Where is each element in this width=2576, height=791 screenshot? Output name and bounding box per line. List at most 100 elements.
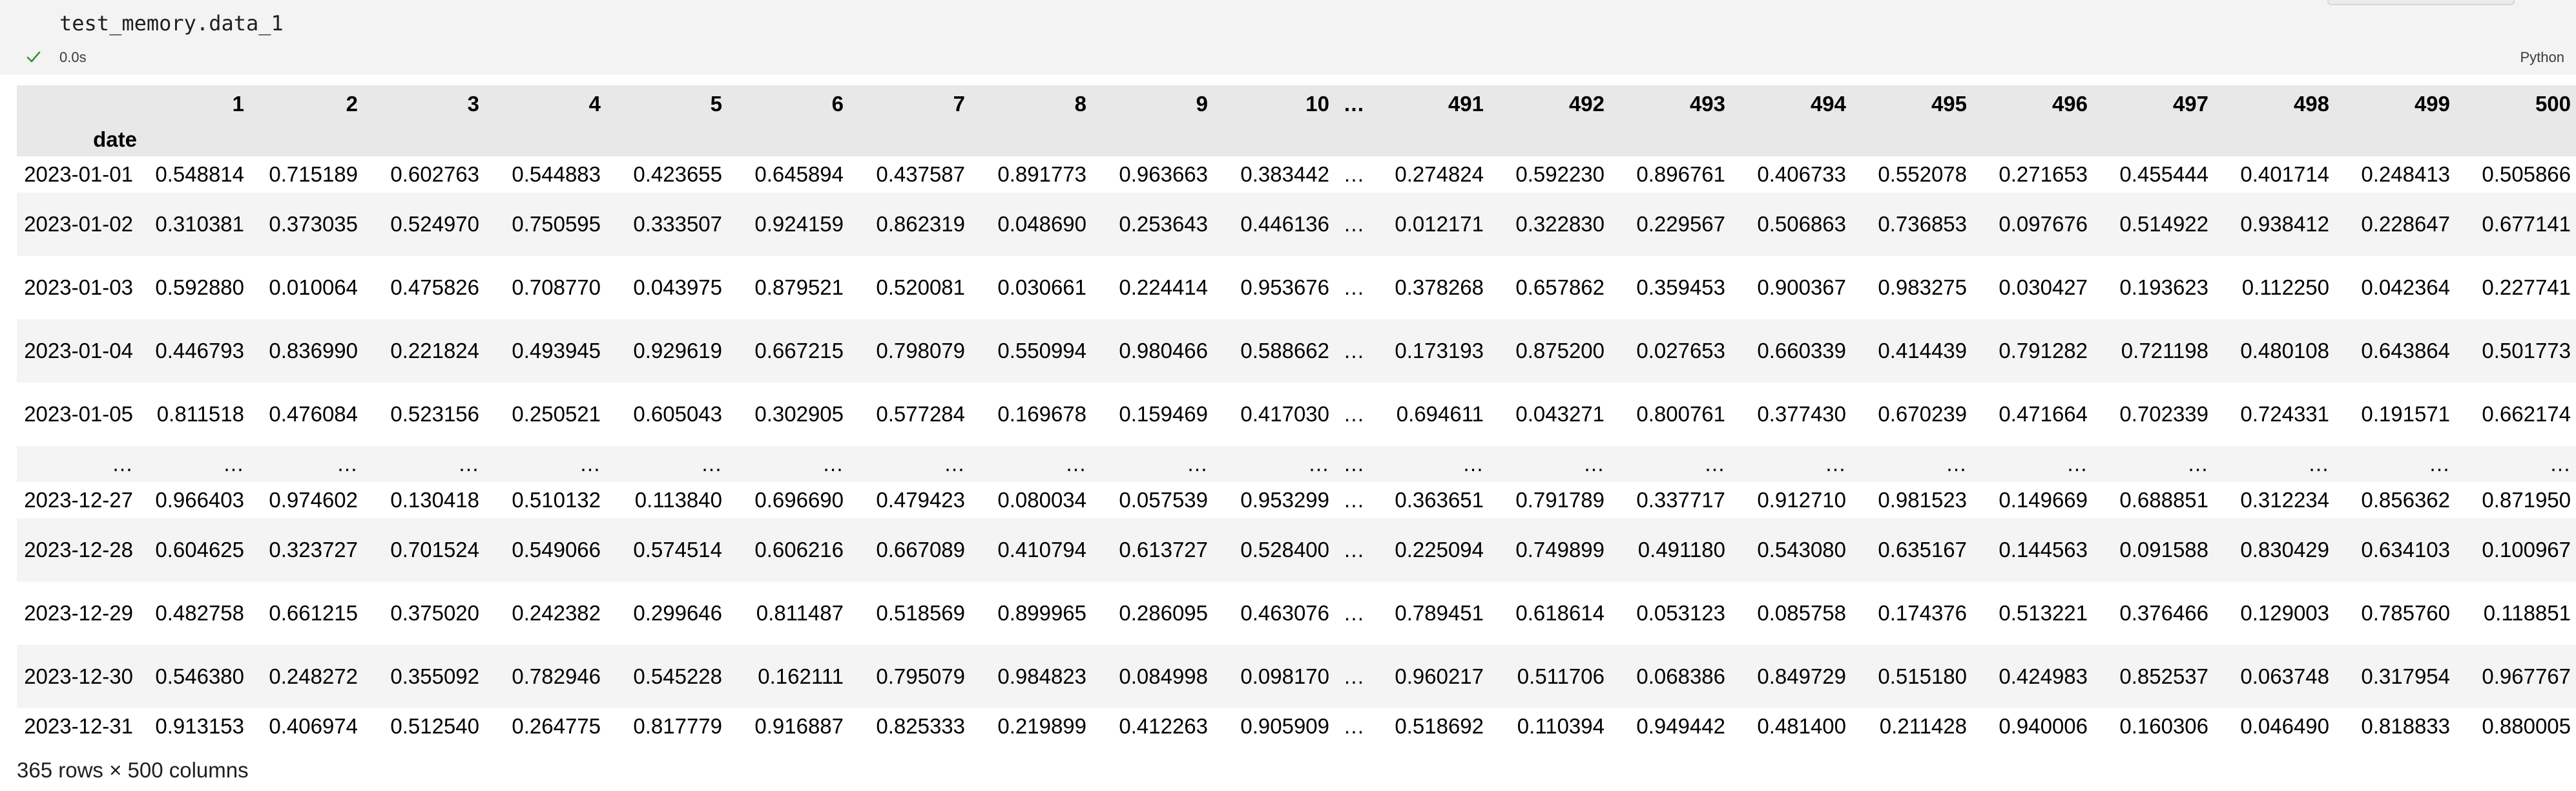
- table-cell: 0.800761: [1636, 402, 1725, 426]
- column-header: 5: [608, 85, 730, 123]
- table-cell: …: [2187, 452, 2208, 476]
- table-cell: 0.410794: [997, 538, 1086, 562]
- check-icon: [26, 51, 41, 63]
- table-cell: 0.224414: [1119, 275, 1208, 299]
- table-cell: 0.228647: [2361, 212, 2450, 236]
- column-header: 491: [1371, 85, 1491, 123]
- table-cell: 0.417030: [1240, 402, 1329, 426]
- table-cell: 0.491180: [1637, 538, 1725, 562]
- table-cell: 0.949442: [1636, 714, 1725, 738]
- table-cell: 0.506863: [1757, 212, 1846, 236]
- table-cell: 0.373035: [269, 212, 358, 236]
- table-cell: 0.159469: [1119, 402, 1208, 426]
- table-cell: 0.248413: [2361, 162, 2450, 186]
- table-cell: 0.592230: [1515, 162, 1605, 186]
- execution-time: 0.0s: [59, 49, 87, 65]
- column-header: 4: [487, 85, 608, 123]
- code-cell[interactable]: test_memory.data_1 0.0s Python: [0, 0, 2576, 75]
- table-cell: 0.027653: [1636, 339, 1725, 363]
- ellipsis-cell: …: [1343, 664, 1365, 688]
- table-cell: 0.098170: [1240, 664, 1329, 688]
- table-cell: 0.359453: [1636, 275, 1725, 299]
- table-cell: 0.085758: [1757, 601, 1846, 625]
- table-cell: 0.830429: [2240, 538, 2329, 562]
- table-cell: 0.129003: [2240, 601, 2329, 625]
- table-cell: 0.798079: [876, 339, 965, 363]
- table-cell: 0.414439: [1878, 339, 1967, 363]
- table-cell: 0.271653: [1999, 162, 2088, 186]
- table-cell: 0.912710: [1757, 488, 1846, 512]
- table-cell: 0.963663: [1119, 162, 1208, 186]
- table-cell: 0.505866: [2482, 162, 2571, 186]
- table-cell: 0.191571: [2361, 402, 2450, 426]
- column-header: 494: [1733, 85, 1854, 123]
- table-cell: 0.974602: [269, 488, 358, 512]
- table-cell: 0.514922: [2119, 212, 2208, 236]
- column-header-row: 1 2 3 4 5 6 7 8 9 10… 491 492 493 494 495 496 497 498 499 5…: [17, 85, 2576, 123]
- cell-language-label[interactable]: Python: [2520, 49, 2565, 65]
- table-cell: …: [337, 452, 358, 476]
- ellipsis-cell: …: [1343, 402, 1365, 426]
- table-cell: 0.317954: [2361, 664, 2450, 688]
- table-cell: 0.424983: [1999, 664, 2088, 688]
- ellipsis-cell: …: [1343, 538, 1365, 562]
- table-cell: 0.511706: [1517, 664, 1605, 688]
- table-cell: 0.879521: [754, 275, 844, 299]
- table-cell: 0.791789: [1515, 488, 1605, 512]
- table-cell: 0.225094: [1395, 538, 1484, 562]
- table-cell: 0.423655: [633, 162, 722, 186]
- table-cell: 0.791282: [1999, 339, 2088, 363]
- table-cell: 0.913153: [155, 714, 244, 738]
- table-row: 2023-12-30 0.546380 0.248272 0.355092 0.7829…: [17, 645, 2576, 708]
- table-cell: 0.785760: [2361, 601, 2450, 625]
- column-header: 495: [1854, 85, 1975, 123]
- table-cell: 0.323727: [269, 538, 358, 562]
- table-cell: 0.749899: [1515, 538, 1605, 562]
- table-cell: 0.112250: [2241, 275, 2329, 299]
- table-cell: 0.875200: [1515, 339, 1605, 363]
- table-cell: 0.618614: [1515, 601, 1605, 625]
- table-cell: 0.221824: [390, 339, 479, 363]
- table-cell: 0.574514: [633, 538, 722, 562]
- table-cell: 0.377430: [1757, 402, 1846, 426]
- table-row: 2023-01-01 0.548814 0.715189 0.602763 0.5448…: [17, 156, 2576, 193]
- table-row: 2023-01-03 0.592880 0.010064 0.475826 0.7087…: [17, 256, 2576, 319]
- table-cell: 0.677141: [2482, 212, 2571, 236]
- table-cell: 0.657862: [1515, 275, 1605, 299]
- table-cell: 0.227741: [2482, 275, 2571, 299]
- row-index: …: [112, 452, 133, 476]
- table-cell: 0.100967: [2482, 538, 2571, 562]
- table-cell: 0.401714: [2240, 162, 2329, 186]
- table-cell: 0.110394: [1517, 714, 1605, 738]
- table-row: 2023-12-29 0.482758 0.661215 0.375020 0.2423…: [17, 582, 2576, 645]
- table-cell: 0.724331: [2240, 402, 2329, 426]
- table-cell: 0.030427: [1999, 275, 2088, 299]
- table-row: 2023-01-04 0.446793 0.836990 0.221824 0.4939…: [17, 319, 2576, 383]
- table-cell: 0.891773: [997, 162, 1086, 186]
- table-cell: 0.967767: [2482, 664, 2571, 688]
- table-cell: 0.605043: [633, 402, 722, 426]
- ellipsis-cell: …: [1343, 714, 1365, 738]
- table-cell: 0.030661: [997, 275, 1086, 299]
- table-cell: 0.811487: [756, 601, 844, 625]
- table-cell: 0.518692: [1395, 714, 1484, 738]
- table-cell: 0.053123: [1636, 601, 1725, 625]
- table-cell: 0.355092: [390, 664, 479, 688]
- table-cell: 0.696690: [754, 488, 844, 512]
- row-index: 2023-12-29: [24, 601, 133, 625]
- table-cell: 0.552078: [1878, 162, 1967, 186]
- table-cell: 0.299646: [633, 601, 722, 625]
- table-cell: 0.661215: [269, 601, 358, 625]
- cell-toolbar-handle[interactable]: [2327, 0, 2515, 5]
- table-cell: 0.702339: [2119, 402, 2208, 426]
- table-cell: 0.983275: [1878, 275, 1967, 299]
- table-cell: 0.984823: [997, 664, 1086, 688]
- table-cell: 0.924159: [754, 212, 844, 236]
- table-cell: 0.437587: [876, 162, 965, 186]
- code-line[interactable]: test_memory.data_1: [59, 9, 284, 37]
- table-cell: 0.929619: [633, 339, 722, 363]
- ellipsis-cell: …: [1343, 212, 1365, 236]
- table-cell: 0.476084: [269, 402, 358, 426]
- table-cell: …: [1946, 452, 1967, 476]
- table-cell: 0.482758: [155, 601, 244, 625]
